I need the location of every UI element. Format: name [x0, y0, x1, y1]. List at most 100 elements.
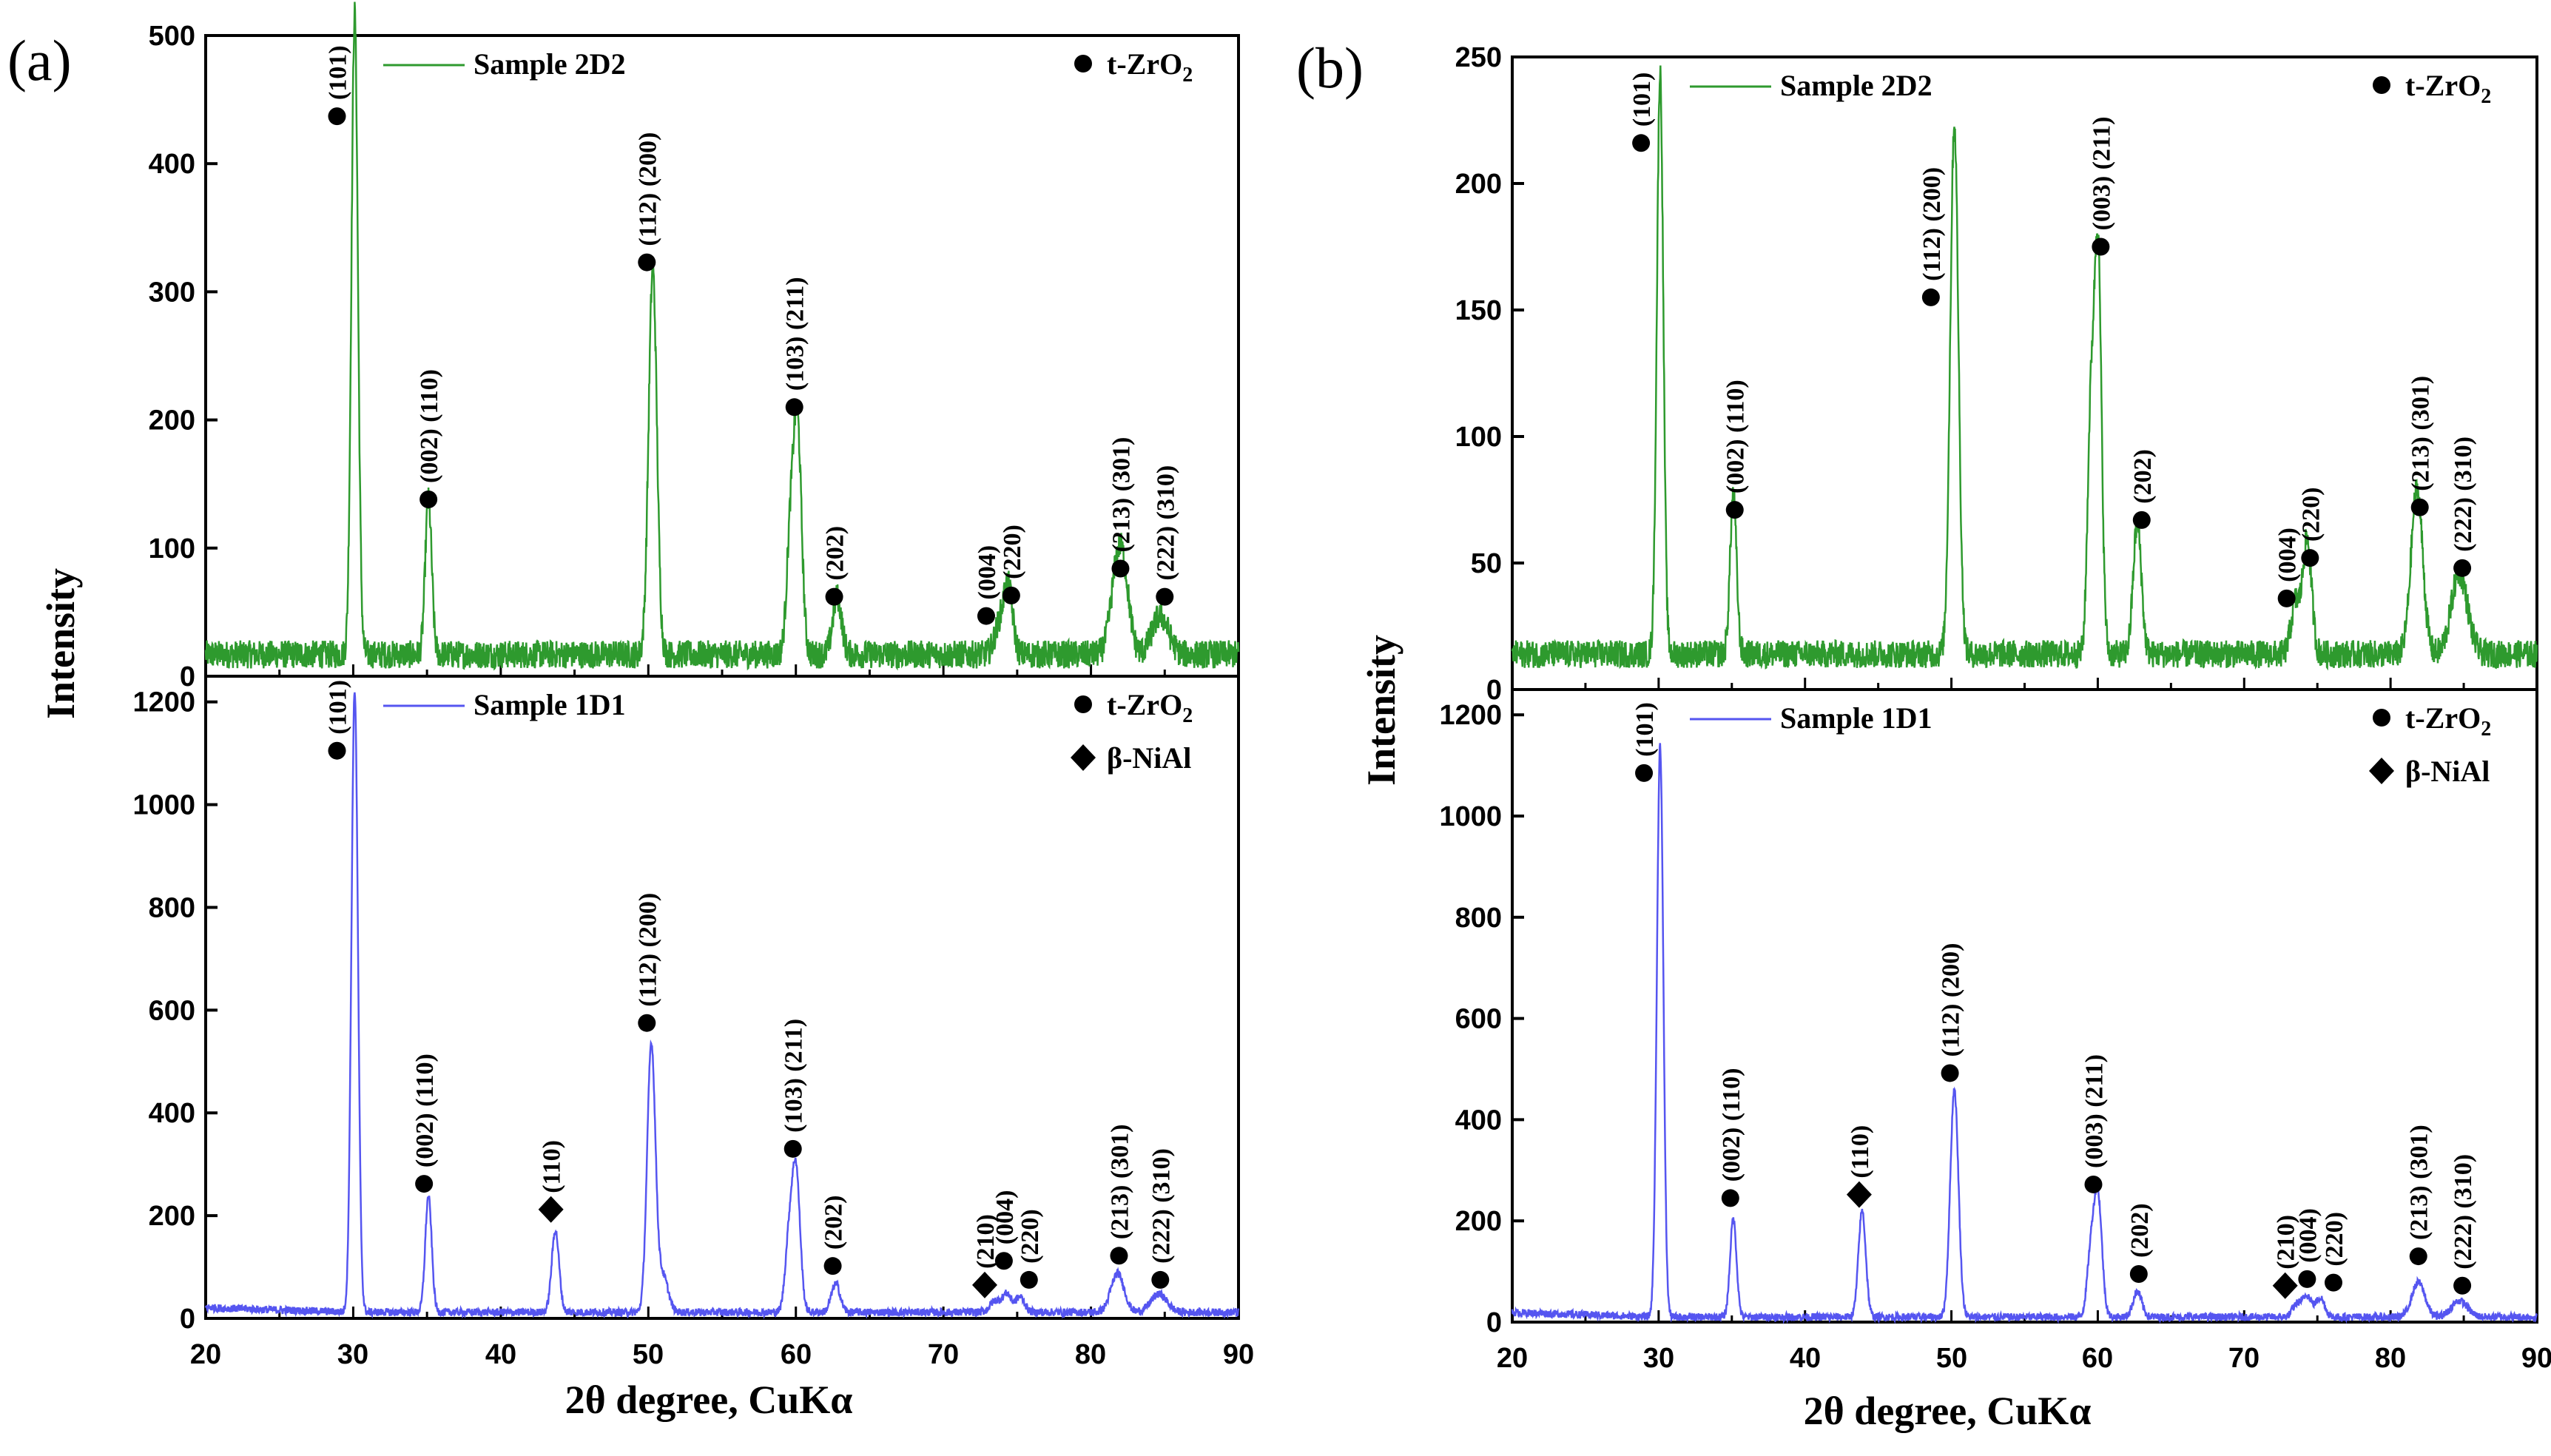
peak-label: (220)	[1017, 1209, 1044, 1264]
peak-label: (003) (211)	[2080, 1054, 2108, 1168]
peak-circle-marker	[638, 253, 656, 272]
x-tick-label: 70	[928, 1339, 959, 1370]
subplot-a-bottom: 0 200 400 600 800 1000 1200 Sample 1D1 t-ZrO2 β-N…	[132, 675, 1240, 1335]
legend-phase-label: t-ZrO2	[1107, 688, 1193, 727]
peak-label: (220)	[2321, 1212, 2348, 1267]
peak-label: (222) (310)	[1152, 465, 1179, 581]
legend-circle-marker	[1074, 55, 1092, 73]
peak-circle-marker	[328, 741, 346, 760]
peak-circle-marker	[2084, 1175, 2103, 1193]
peak-circle-marker	[785, 398, 803, 417]
peak-label: (004)	[991, 1190, 1019, 1245]
legend-phase-label: t-ZrO2	[2405, 701, 2491, 741]
peak-circle-marker	[825, 587, 843, 606]
peak-circle-marker	[415, 1175, 434, 1193]
peak-label: (004)	[2294, 1208, 2322, 1263]
y-tick-label: 1200	[132, 687, 195, 718]
y-tick-label: 400	[1455, 1105, 1502, 1136]
peak-label: (103) (211)	[781, 1019, 808, 1133]
y-tick-label: 100	[149, 533, 195, 564]
x-tick-label: 80	[1075, 1339, 1106, 1370]
y-tick-label: 200	[149, 1201, 195, 1232]
peak-label: (003) (211)	[2088, 117, 2115, 231]
peak-label: (101)	[324, 680, 351, 735]
peak-label: (112) (200)	[1938, 943, 1965, 1057]
peak-circle-marker	[2324, 1273, 2342, 1292]
peak-circle-marker	[977, 607, 995, 625]
spectrum-line	[1511, 65, 2538, 671]
peak-label: (101)	[1628, 73, 1656, 127]
peak-diamond-marker	[971, 1271, 997, 1298]
y-tick-label: 100	[1455, 422, 1502, 453]
legend-phase-label: β-NiAl	[2405, 755, 2490, 788]
y-tick-label: 500	[149, 21, 195, 52]
peak-label: (002) (110)	[1722, 380, 1750, 493]
peak-circle-marker	[2410, 498, 2429, 516]
panel-a-y-axis-title: Intensity	[38, 568, 83, 719]
peak-label: (222) (310)	[2450, 1154, 2477, 1270]
x-tick-label: 60	[2082, 1343, 2113, 1374]
peak-label: (002) (110)	[1718, 1068, 1745, 1182]
peak-circle-marker	[2132, 510, 2151, 529]
peak-circle-marker	[2298, 1270, 2316, 1288]
peak-circle-marker	[2277, 589, 2296, 607]
peak-label: (004)	[974, 545, 1001, 600]
legend-series-label: Sample 2D2	[1780, 69, 1932, 102]
y-tick-label: 200	[149, 405, 195, 437]
peak-label: (101)	[1631, 702, 1659, 757]
y-tick-label: 300	[149, 277, 195, 308]
peak-label: (213) (301)	[2406, 1125, 2433, 1240]
legend-series-label: Sample 1D1	[474, 688, 626, 721]
x-tick-label: 70	[2228, 1343, 2259, 1374]
panel-b-letter: (b)	[1296, 36, 1364, 100]
y-tick-label: 0	[1486, 675, 1502, 706]
y-tick-label: 0	[180, 1304, 195, 1335]
peak-label: (202)	[2129, 449, 2157, 504]
y-tick-label: 600	[149, 995, 195, 1026]
peak-circle-marker	[1156, 587, 1174, 606]
x-tick-label: 30	[1643, 1343, 1674, 1374]
peak-label: (103) (211)	[782, 277, 809, 391]
x-tick-label: 30	[337, 1339, 368, 1370]
y-tick-label: 0	[1486, 1307, 1502, 1338]
spectrum-line	[204, 1, 1240, 671]
legend-series-label: Sample 1D1	[1780, 701, 1932, 735]
y-tick-label: 50	[1471, 548, 1502, 579]
legend-phase-label: β-NiAl	[1107, 741, 1191, 775]
subplot-b-bottom: 0 200 400 600 800 1000 1200 Sample 1D1 t-ZrO2 β-N…	[1439, 688, 2538, 1338]
peak-label: (110)	[1847, 1125, 1874, 1179]
x-tick-label: 90	[1223, 1339, 1254, 1370]
peak-label: (101)	[324, 45, 351, 100]
peak-label: (004)	[2274, 528, 2302, 582]
x-tick-label: 50	[1936, 1343, 1967, 1374]
legend-circle-marker	[2373, 709, 2390, 727]
peak-circle-marker	[1111, 559, 1130, 578]
peak-label: (210)	[972, 1214, 1000, 1269]
spectrum-line	[1511, 743, 2538, 1325]
x-tick-label: 60	[781, 1339, 812, 1370]
x-tick-label: 90	[2521, 1343, 2551, 1374]
peak-circle-marker	[1941, 1064, 1959, 1082]
peak-circle-marker	[1020, 1270, 1038, 1289]
peak-circle-marker	[1110, 1247, 1128, 1265]
panel-a-x-axis-title: 2θ degree, CuKα	[565, 1378, 853, 1422]
peak-circle-marker	[823, 1257, 842, 1275]
peak-circle-marker	[328, 107, 346, 126]
peak-circle-marker	[994, 1252, 1013, 1270]
y-tick-label: 200	[1455, 169, 1502, 200]
y-tick-label: 200	[1455, 1206, 1502, 1237]
subplot-b-top: 0 50 100 150 200 250 Sample 2D2 t-ZrO2 (101) (002…	[1455, 42, 2538, 706]
peak-circle-marker	[2453, 559, 2472, 577]
peak-circle-marker	[638, 1014, 656, 1032]
peak-label: (222) (310)	[1148, 1148, 1175, 1264]
peak-diamond-marker	[1846, 1181, 1872, 1208]
legend-phase-label: t-ZrO2	[2405, 69, 2491, 108]
x-tick-label: 20	[1497, 1343, 1528, 1374]
peak-circle-marker	[1635, 764, 1654, 782]
peak-circle-marker	[784, 1139, 802, 1158]
peak-circle-marker	[1721, 1189, 1739, 1207]
legend-series-label: Sample 2D2	[474, 47, 626, 81]
peak-circle-marker	[2301, 549, 2319, 567]
peak-label: (213) (301)	[1106, 1124, 1133, 1239]
